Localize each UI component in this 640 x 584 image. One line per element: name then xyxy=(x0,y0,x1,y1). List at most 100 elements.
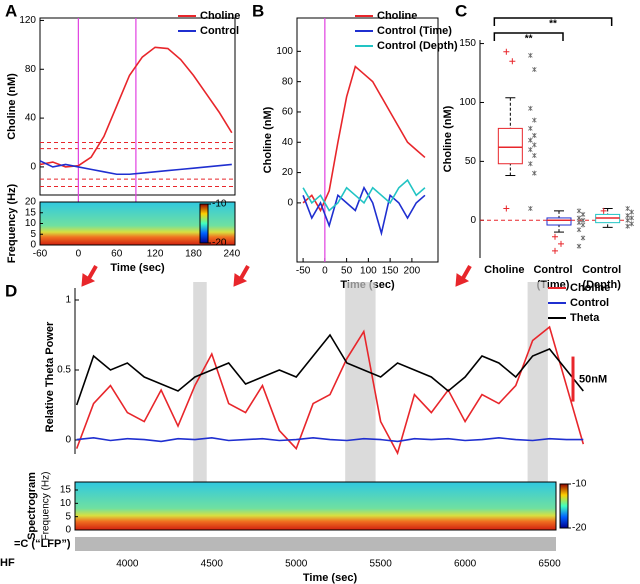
y-tick-label: 1 xyxy=(65,295,71,306)
x-axis-label: Time (sec) xyxy=(110,262,165,274)
side-label: HF xyxy=(0,557,15,569)
data-point xyxy=(580,235,586,241)
spec-y-tick-label: 15 xyxy=(60,485,72,496)
data-point xyxy=(580,222,586,228)
legend-label: Control (Depth) xyxy=(377,40,458,52)
x-tick-label: 6500 xyxy=(538,559,561,570)
x-tick-label: -50 xyxy=(296,266,311,277)
legend-label: Control xyxy=(200,25,239,37)
box xyxy=(497,127,523,165)
data-point xyxy=(629,209,634,215)
spec-y-tick-label: 5 xyxy=(30,229,36,240)
data-point xyxy=(532,132,537,138)
colorbar-label: -20 xyxy=(212,238,227,249)
data-point xyxy=(532,66,537,72)
y-tick-label: 0 xyxy=(287,198,293,209)
data-point xyxy=(576,215,582,221)
data-point xyxy=(528,52,533,58)
data-point xyxy=(528,105,533,111)
y-tick-label: 20 xyxy=(282,167,294,178)
colorbar-label: -10 xyxy=(572,479,587,490)
y-tick-label: 0.5 xyxy=(57,365,71,376)
y-tick-label: 40 xyxy=(282,137,294,148)
x-tick-label: 180 xyxy=(185,249,202,260)
spec-title: Spectrogram xyxy=(26,472,38,540)
arrows xyxy=(81,265,472,287)
y-tick-label: 100 xyxy=(459,97,476,108)
y-axis-label: Relative Theta Power xyxy=(44,321,56,432)
data-point xyxy=(528,147,533,153)
y-tick-label: 60 xyxy=(282,107,294,118)
colorbar-label: -10 xyxy=(212,199,227,210)
panel-letter: D xyxy=(5,281,17,300)
series-line xyxy=(302,65,426,213)
significance-bracket xyxy=(493,17,613,26)
data-point xyxy=(576,243,582,249)
outlier xyxy=(552,247,558,254)
y-axis-label: Choline (nM) xyxy=(442,105,454,172)
y-axis-label: Choline (nM) xyxy=(6,73,18,140)
x-tick-label: 0 xyxy=(322,266,328,277)
data-point xyxy=(580,217,586,223)
data-point xyxy=(576,227,582,233)
spectrogram xyxy=(74,481,557,531)
spec-y-tick-label: 10 xyxy=(60,498,72,509)
category-label: (Depth) xyxy=(582,279,621,291)
spec-y-tick-label: 15 xyxy=(25,207,37,218)
outlier xyxy=(509,58,516,65)
data-point xyxy=(576,208,582,214)
spec-y-tick-label: 5 xyxy=(65,511,71,522)
outlier xyxy=(558,240,564,247)
x-tick-label: 4500 xyxy=(201,559,224,570)
spec-y-tick-label: 20 xyxy=(25,197,37,208)
significance-bracket xyxy=(493,32,564,41)
y-tick-label: 50 xyxy=(465,156,477,167)
x-tick-label: -60 xyxy=(33,249,48,260)
legend-label: Control (Time) xyxy=(377,25,452,37)
x-tick-label: 240 xyxy=(223,249,240,260)
x-tick-label: 6000 xyxy=(454,559,477,570)
spec-y-tick-label: 10 xyxy=(25,218,37,229)
x-tick-label: 5500 xyxy=(370,559,393,570)
scale-bar-label: 50nM xyxy=(579,373,607,385)
colorbar xyxy=(559,483,569,529)
y-tick-label: 0 xyxy=(30,162,36,173)
outlier xyxy=(503,48,510,55)
category-label: Choline xyxy=(484,264,524,276)
x-tick-label: 5000 xyxy=(285,559,308,570)
y-tick-label: 150 xyxy=(459,38,476,49)
data-point xyxy=(625,206,630,212)
series-line xyxy=(302,185,426,237)
y-tick-label: 0 xyxy=(65,435,71,446)
y-tick-label: 80 xyxy=(25,64,37,75)
data-point xyxy=(528,137,533,143)
x-tick-label: 50 xyxy=(341,266,353,277)
significance-label: ** xyxy=(525,34,533,45)
x-tick-label: 60 xyxy=(111,249,123,260)
box xyxy=(546,217,572,226)
spec-y-label: Frequency (Hz) xyxy=(41,472,52,541)
x-tick-label: 100 xyxy=(360,266,377,277)
series-line xyxy=(302,178,426,212)
y-axis-label: Choline (nM) xyxy=(262,106,274,173)
legend-label: Choline xyxy=(200,10,240,22)
data-point xyxy=(528,161,533,167)
y-tick-label: 40 xyxy=(25,113,37,124)
x-tick-label: 200 xyxy=(404,266,421,277)
data-point xyxy=(625,217,630,223)
panel-letter: A xyxy=(5,1,17,20)
highlight-band xyxy=(527,282,548,530)
data-point xyxy=(528,125,533,131)
panel-letter: B xyxy=(252,1,264,20)
x-tick-label: 150 xyxy=(382,266,399,277)
lfp-label: =C (“LFP”) xyxy=(14,538,71,550)
y-tick-label: 80 xyxy=(282,76,294,87)
data-point xyxy=(576,220,582,226)
data-point xyxy=(629,215,634,221)
spec-y-tick-label: 0 xyxy=(30,240,36,251)
legend-label: Choline xyxy=(377,10,417,22)
series-line xyxy=(39,160,232,176)
data-point xyxy=(629,221,634,227)
spec-y-tick-label: 0 xyxy=(65,525,71,536)
